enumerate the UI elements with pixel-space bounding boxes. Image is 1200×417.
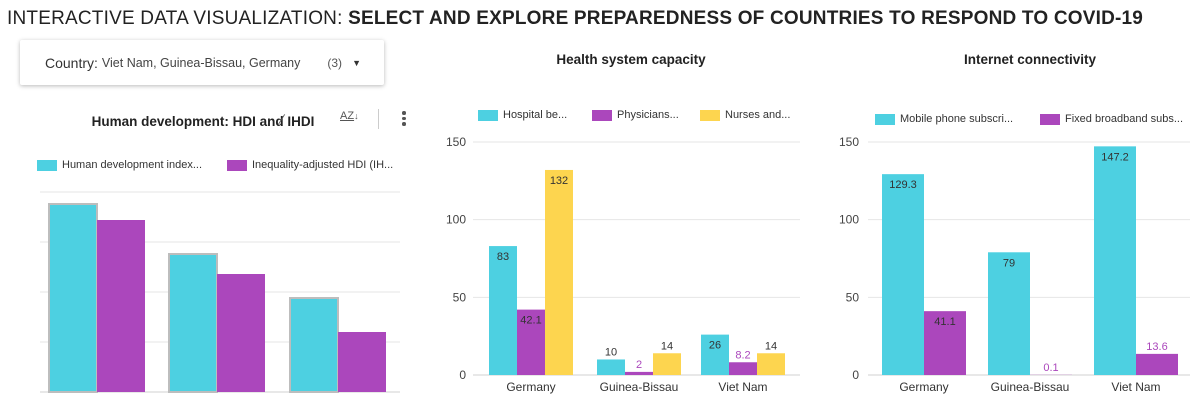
y-tick-label: 0 [852,368,859,382]
y-tick-label: 150 [839,135,859,149]
cursor-icon: ∕ [281,111,284,127]
bar [217,274,265,392]
category-label: Viet Nam [718,380,767,394]
data-label: 13.6 [1146,341,1167,353]
bar [653,353,681,375]
chart-title-internet: Internet connectivity [963,52,1097,67]
page-title: INTERACTIVE DATA VISUALIZATION: SELECT A… [7,8,1143,30]
country-filter-value: Viet Nam, Guinea-Bissau, Germany [101,55,301,70]
sort-arrow-icon: ↓ [354,111,359,121]
data-label: 10 [605,346,617,358]
y-tick-label: 50 [846,290,860,304]
page-title-prefix: INTERACTIVE DATA VISUALIZATION: [7,8,343,29]
legend-label: Inequality-adjusted HDI (IH... [252,159,394,171]
legend-hdi-series-1[interactable]: Human development index... [37,159,202,171]
data-label: 79 [1003,257,1015,269]
chart-title-health: Health system capacity [556,52,706,67]
bar [1136,353,1178,375]
bar [97,220,145,392]
y-tick-label: 150 [446,135,466,149]
legend-swatch-purple [227,159,247,171]
legend-hdi-series-2[interactable]: Inequality-adjusted HDI (IH... [227,159,393,171]
category-label: Germany [899,380,948,394]
legend-label: Human development index... [62,159,203,171]
y-tick-label: 0 [459,368,466,382]
data-label: 26 [709,340,721,352]
legend-swatch-cyan [875,113,895,125]
country-filter-dropdown[interactable]: Country: Viet Nam, Guinea-Bissau, German… [20,40,384,85]
bar [1094,146,1136,375]
bar [597,359,625,375]
country-filter-colon: : [94,54,98,71]
data-label: 8.2 [735,349,750,361]
data-label: 42.1 [520,315,541,327]
country-filter-count: (3) [327,55,343,70]
data-label: 132 [550,175,568,187]
legend-health-series-3[interactable]: Nurses and... [700,109,790,121]
bar [48,203,98,393]
bar [489,246,517,375]
caret-down-icon[interactable]: ▼ [352,57,361,68]
y-tick-label: 100 [446,213,466,227]
bar [168,253,218,393]
legend-swatch-cyan [37,159,57,171]
bar [729,362,757,375]
legend-health-series-2[interactable]: Physicians... [592,109,679,121]
data-label: 0.1 [1043,362,1058,374]
data-label: 14 [765,340,777,352]
y-tick-label: 50 [453,290,467,304]
legend-swatch-purple [1040,113,1060,125]
legend-internet-series-2[interactable]: Fixed broadband subs... [1040,113,1183,125]
sort-az-icon[interactable]: AZ↓ [340,109,359,122]
more-vert-icon[interactable] [402,111,406,126]
country-filter-label: Country [45,54,95,71]
legend-label: Mobile phone subscri... [900,113,1014,125]
bar [545,169,573,375]
bar [289,297,339,393]
category-label: Guinea-Bissau [600,380,679,394]
data-label: 83 [497,251,509,263]
y-tick-label: 100 [839,213,859,227]
data-label: 14 [661,340,673,352]
legend-label: Nurses and... [725,109,791,121]
bar [882,174,924,375]
bar [988,252,1030,375]
category-label: Guinea-Bissau [991,380,1070,394]
bar [625,371,653,375]
legend-swatch-purple [592,109,612,121]
legend-swatch-yellow [700,109,720,121]
page-title-bold: SELECT AND EXPLORE PREPAREDNESS OF COUNT… [348,8,1144,29]
sort-az-label: AZ [340,110,355,122]
legend-label: Hospital be... [503,109,568,121]
chart-title-hdi: Human development: HDI and IHDI [91,114,315,129]
data-label: 147.2 [1101,151,1129,163]
data-label: 2 [636,359,642,371]
data-label: 41.1 [934,316,955,328]
bar [517,309,545,375]
bar [924,311,966,375]
bar [338,332,386,392]
legend-swatch-cyan [478,109,498,121]
legend-label: Physicians... [617,109,679,121]
bar [757,353,785,375]
legend-internet-series-1[interactable]: Mobile phone subscri... [875,113,1013,125]
bar [701,334,729,375]
category-label: Viet Nam [1111,380,1160,394]
toolbar-divider [378,109,379,129]
legend-health-series-1[interactable]: Hospital be... [478,109,567,121]
legend-label: Fixed broadband subs... [1065,113,1184,125]
data-label: 129.3 [889,179,917,191]
category-label: Germany [506,380,555,394]
